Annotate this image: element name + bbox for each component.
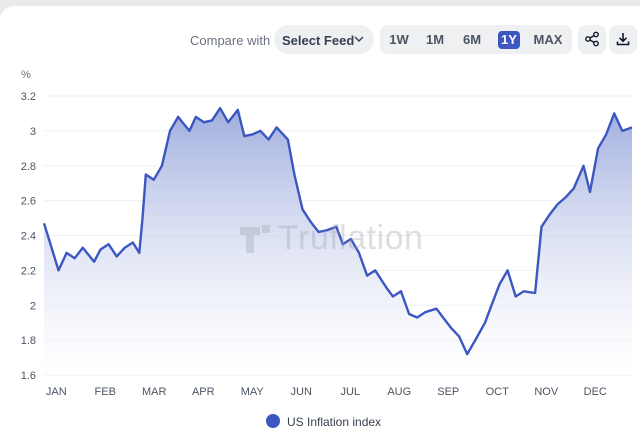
series-area (44, 108, 632, 375)
y-tick-label: 3.2 (21, 91, 36, 103)
compare-with-label: Compare with (190, 33, 271, 48)
x-tick-label: AUG (387, 386, 411, 398)
legend-label: US Inflation index (287, 415, 382, 429)
chevron-down-icon (354, 36, 364, 42)
y-tick-label: 2.6 (21, 196, 36, 208)
select-feed-dropdown[interactable]: Select Feed (274, 25, 374, 54)
x-tick-label: JUL (340, 386, 360, 398)
x-tick-label: DEC (584, 386, 607, 398)
chart-toolbar: Compare with Select Feed 1W 1M 6M 1Y MAX (0, 25, 640, 55)
y-tick-label: 1.8 (21, 335, 36, 347)
legend-swatch (266, 414, 280, 428)
watermark-text: Truflation (278, 219, 424, 257)
select-feed-label: Select Feed (282, 33, 355, 48)
x-tick-label: JAN (46, 386, 67, 398)
range-selector: 1W 1M 6M 1Y MAX (380, 25, 572, 54)
truflation-logo-icon (240, 225, 270, 253)
x-tick-label: NOV (534, 386, 559, 398)
y-tick-label: 2.2 (21, 265, 36, 277)
y-tick-label: 2.8 (21, 161, 36, 173)
x-tick-label: FEB (95, 386, 116, 398)
share-button[interactable] (578, 25, 606, 54)
x-tick-label: MAY (241, 386, 265, 398)
x-tick-label: MAR (142, 386, 167, 398)
x-tick-label: OCT (486, 386, 510, 398)
series-line (42, 107, 633, 356)
download-button[interactable] (609, 25, 637, 54)
range-1y-button[interactable]: 1Y (498, 31, 520, 49)
range-1m-button[interactable]: 1M (425, 32, 445, 47)
truflation-watermark: Truflation (238, 217, 438, 261)
download-icon (616, 33, 630, 46)
x-tick-label: APR (192, 386, 215, 398)
range-max-button[interactable]: MAX (533, 32, 563, 47)
y-tick-label: 3 (30, 126, 36, 138)
y-tick-label: 1.6 (21, 370, 36, 382)
range-6m-button[interactable]: 6M (462, 32, 482, 47)
x-tick-label: SEP (437, 386, 459, 398)
x-tick-label: JUN (291, 386, 312, 398)
y-tick-label: 2.4 (21, 231, 36, 243)
share-icon (585, 31, 599, 47)
y-tick-label: 2 (30, 300, 36, 312)
range-1w-button[interactable]: 1W (389, 32, 409, 47)
y-axis-unit: % (21, 69, 31, 81)
